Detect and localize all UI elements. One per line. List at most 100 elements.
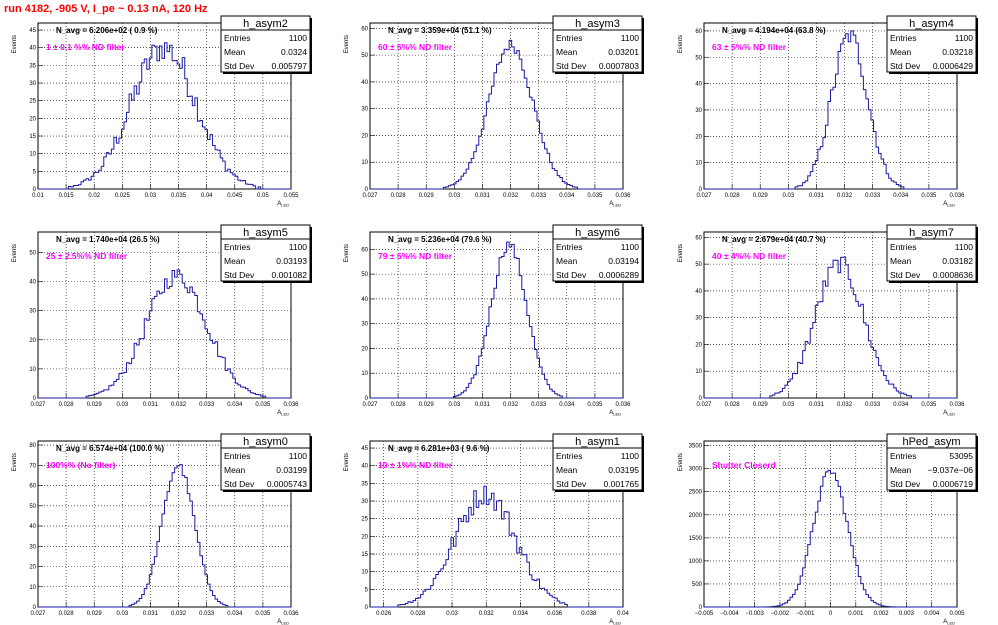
stats-value-std_dev: 0.0006289	[599, 270, 639, 280]
stats-key-mean: Mean	[556, 465, 578, 475]
x-tick-label: 0.035	[587, 402, 603, 408]
y-tick-label: 0	[699, 187, 703, 193]
y-tick-label: 0	[365, 605, 369, 611]
y-tick-label: 3500	[689, 444, 703, 450]
x-tick-label: 0.027	[362, 402, 378, 408]
y-tick-label: 30	[361, 107, 368, 113]
y-tick-label: 0	[365, 396, 369, 402]
x-axis-label: ALED	[277, 201, 289, 208]
y-tick-label: 40	[695, 82, 702, 88]
x-tick-label: 0.036	[949, 193, 965, 199]
stats-value-entries: 1100	[289, 242, 308, 252]
x-tick-label: 0.031	[475, 193, 491, 199]
x-tick-label: 0.035	[921, 402, 937, 408]
n-avg-label: N_avg = 2.679e+04 (40.7 %)	[722, 235, 826, 244]
histogram-name: h_asym1	[575, 436, 620, 448]
histogram-panel-hPed_asym: −0.005 −0.004 −0.003 −0.002 −0.001 0 0.001 0.00…	[678, 433, 978, 625]
histogram-panel-h_asym5: 0.027 0.028 0.029 0.03 0.031 0.032 0.033 0.034 0…	[12, 224, 312, 417]
x-tick-label: 0.028	[391, 193, 407, 199]
x-tick-label: 0.03	[782, 193, 794, 199]
y-tick-label: 60	[29, 484, 36, 490]
n-avg-label: N_avg = 3.359e+04 (51.1 %)	[388, 26, 492, 35]
x-tick-label: 0.028	[59, 611, 75, 617]
n-avg-label: N_avg = 5.236e+04 (79.6 %)	[388, 235, 492, 244]
stats-key-mean: Mean	[556, 47, 578, 57]
stats-value-entries: 1100	[289, 33, 308, 43]
histogram-line-h_asym0	[38, 464, 291, 608]
filter-label: 40 ± 4%% ND filter	[712, 251, 787, 261]
x-tick-label: 0.031	[143, 402, 159, 408]
x-tick-label: 0.028	[59, 402, 75, 408]
histogram-name: hPed_asym	[902, 436, 960, 448]
x-tick-label: 0.026	[376, 611, 392, 617]
y-tick-label: 50	[29, 250, 36, 256]
x-tick-label: 0.03	[446, 611, 458, 617]
x-tick-label: 0.034	[227, 402, 243, 408]
histogram-name: h_asym6	[575, 227, 620, 239]
histogram-line-h_asym3	[370, 39, 623, 190]
histogram-panel-h_asym6: 0.027 0.028 0.029 0.03 0.031 0.032 0.033 0.034 0…	[344, 224, 644, 417]
stats-value-entries: 1100	[621, 33, 640, 43]
y-tick-label: 10	[361, 371, 368, 377]
y-tick-label: 40	[29, 46, 36, 52]
y-tick-label: 50	[29, 504, 36, 510]
stats-key-std_dev: Std Dev	[556, 479, 587, 489]
histogram-panel-h_asym2: 0.01 0.015 0.02 0.025 0.03 0.035 0.04 0.045 0.05…	[12, 15, 312, 208]
y-tick-label: 20	[361, 346, 368, 352]
stats-key-mean: Mean	[556, 256, 578, 266]
stats-box	[552, 15, 643, 73]
histogram-name: h_asym4	[909, 18, 954, 30]
stats-key-mean: Mean	[224, 47, 246, 57]
stats-box	[552, 433, 643, 491]
y-tick-label: 20	[695, 342, 702, 348]
page-title: run 4182, -905 V, I_pe ~ 0.13 nA, 120 Hz	[4, 3, 208, 15]
histogram-panel-h_asym1: 0.026 0.028 0.03 0.032 0.034 0.036 0.038 0.04 0 5…	[344, 433, 644, 625]
x-axis-label: ALED	[277, 410, 289, 417]
x-tick-label: 0.05	[257, 193, 269, 199]
x-tick-label: 0.032	[171, 611, 187, 617]
x-tick-label: 0.028	[410, 611, 426, 617]
stats-key-entries: Entries	[224, 242, 250, 252]
x-tick-label: 0.033	[531, 193, 547, 199]
histogram-line-h_asym4	[704, 30, 957, 190]
y-tick-label: 40	[29, 280, 36, 286]
x-axis-label: ALED	[609, 201, 621, 208]
y-tick-label: 60	[695, 235, 702, 241]
n-avg-label: N_avg = 4.194e+04 (63.8 %)	[722, 26, 826, 35]
x-tick-label: 0.033	[199, 402, 215, 408]
x-tick-label: 0.035	[255, 402, 271, 408]
histogram-name: h_asym3	[575, 18, 620, 30]
x-tick-label: 0.03	[116, 611, 128, 617]
stats-box	[552, 224, 643, 282]
y-tick-label: 15	[29, 134, 36, 140]
x-tick-label: 0.004	[924, 611, 940, 617]
stats-value-std_dev: 0.001082	[272, 270, 308, 280]
x-tick-label: 0.029	[753, 402, 769, 408]
stats-key-mean: Mean	[890, 256, 912, 266]
x-tick-label: 0.034	[559, 193, 575, 199]
y-tick-label: 2000	[689, 513, 703, 519]
y-tick-label: 10	[361, 570, 368, 576]
stats-value-std_dev: 0.0005743	[267, 479, 307, 489]
y-tick-label: 40	[361, 80, 368, 86]
y-tick-label: 40	[695, 289, 702, 295]
filter-label: 63 ± 5%% ND filter	[712, 42, 787, 52]
y-tick-label: 30	[695, 316, 702, 322]
y-tick-label: 0	[33, 187, 37, 193]
y-tick-label: 0	[699, 605, 703, 611]
x-tick-label: 0.01	[32, 193, 44, 199]
filter-label: 1 ± 0.1 %% ND filter	[46, 42, 126, 52]
x-tick-label: 0.027	[362, 193, 378, 199]
y-tick-label: 1500	[689, 536, 703, 542]
stats-box	[220, 224, 311, 282]
x-tick-label: 0.029	[419, 402, 435, 408]
filter-label: 60 ± 5%% ND filter	[378, 42, 453, 52]
histogram-line-h_asym2	[38, 42, 291, 190]
x-tick-label: 0.04	[201, 193, 213, 199]
x-tick-label: 0.025	[115, 193, 131, 199]
y-tick-label: 30	[361, 322, 368, 328]
plot-frame	[369, 22, 624, 190]
y-tick-label: 0	[365, 187, 369, 193]
x-tick-label: 0.045	[227, 193, 243, 199]
x-axis-label: ALED	[609, 619, 621, 625]
